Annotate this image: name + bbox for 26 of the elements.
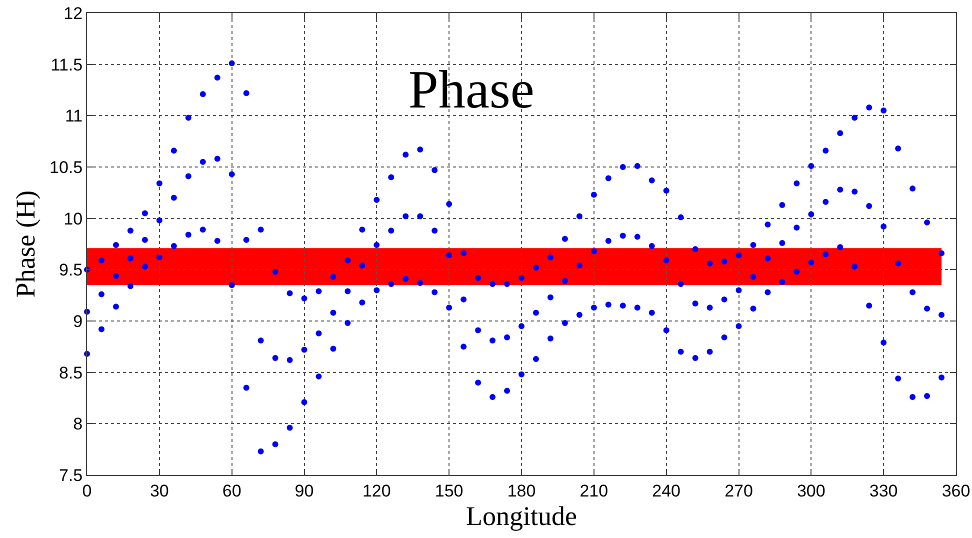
y-tick-label: 11.5 (50, 55, 83, 74)
y-tick-label: 7.5 (58, 466, 83, 485)
x-tick-label: 30 (150, 481, 169, 500)
y-tick-label: 9.5 (58, 260, 83, 280)
y-tick-label: 8 (73, 414, 83, 434)
y-axis-title: Phase (H) (10, 190, 41, 298)
x-tick-label: 90 (294, 481, 314, 500)
text: Phase (408, 60, 534, 120)
x-tick-label: 180 (507, 481, 536, 500)
y-tick-label: 10.5 (50, 158, 83, 177)
y-tick-label: 11 (64, 106, 83, 126)
x-tick-label: 150 (434, 481, 464, 500)
x-tick-label: 360 (942, 481, 970, 500)
x-tick-label: 330 (869, 481, 898, 500)
x-tick-label: 120 (362, 481, 391, 500)
x-tick-label: 300 (796, 481, 826, 500)
x-tick-label: 270 (724, 481, 753, 500)
y-tick-label: 10 (64, 209, 83, 228)
x-tick-label: 60 (222, 481, 242, 500)
y-tick-label: 8.5 (58, 363, 83, 382)
x-tick-label: 240 (652, 481, 681, 500)
y-tick-label: 9 (73, 312, 83, 331)
x-tick-label: 210 (580, 481, 608, 500)
x-tick-label: 0 (82, 481, 92, 500)
x-axis-title: Longitude (466, 500, 578, 531)
y-tick-label: 12 (64, 4, 83, 23)
